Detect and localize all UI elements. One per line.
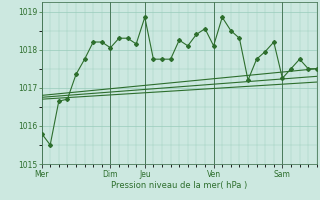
- X-axis label: Pression niveau de la mer( hPa ): Pression niveau de la mer( hPa ): [111, 181, 247, 190]
